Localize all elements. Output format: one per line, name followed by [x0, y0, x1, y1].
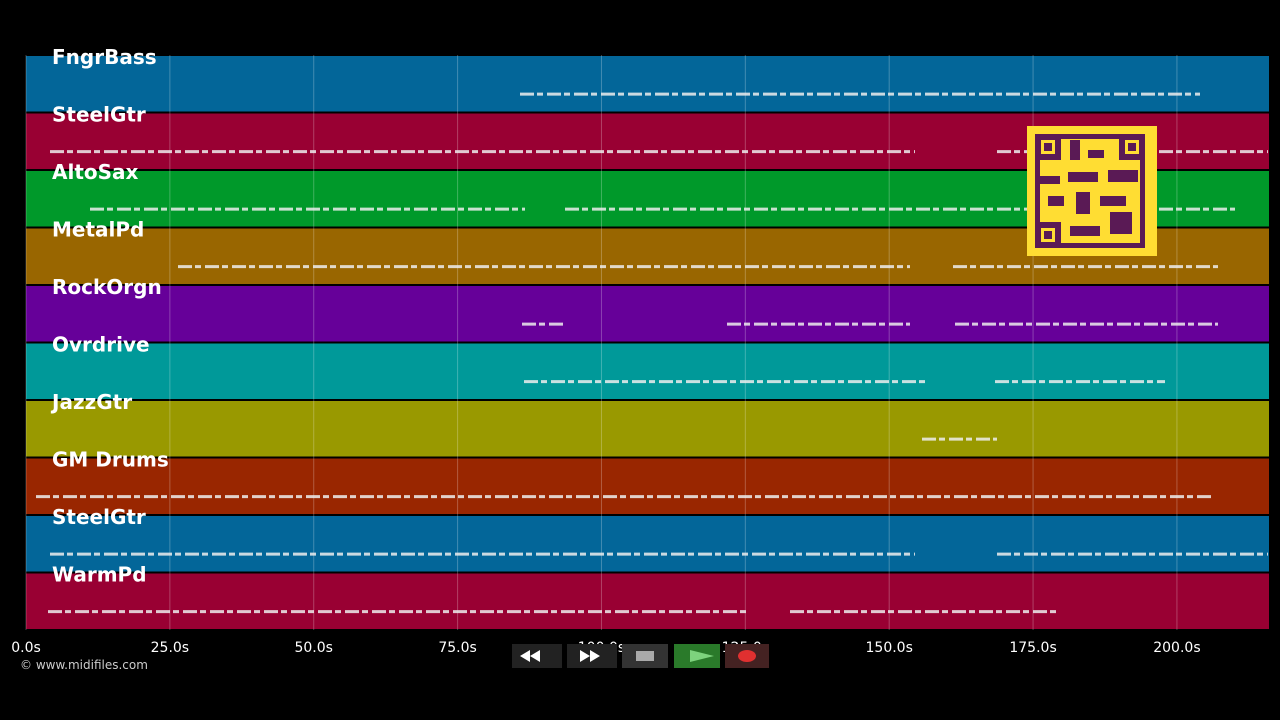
rewind-button[interactable]	[512, 644, 562, 668]
track-name: SteelGtr	[52, 505, 146, 529]
track-name: MetalPd	[52, 218, 144, 242]
forward-button[interactable]	[567, 644, 617, 668]
track-band	[26, 458, 1269, 514]
track-name: GM Drums	[52, 448, 169, 472]
track-band	[26, 56, 1269, 112]
track-band	[26, 286, 1269, 342]
tick-label: 75.0s	[438, 640, 476, 656]
tick-label: 50.0s	[294, 640, 332, 656]
track-name: WarmPd	[52, 563, 147, 587]
play-button[interactable]	[674, 644, 720, 668]
track-name: FngrBass	[52, 45, 157, 69]
tick-label: 0.0s	[11, 640, 41, 656]
track-band	[26, 516, 1269, 572]
track-name: JazzGtr	[50, 390, 132, 414]
tick-label: 200.0s	[1153, 640, 1200, 656]
record-button[interactable]	[725, 644, 769, 668]
labels: FngrBass SteelGtr AltoSax MetalPd RockOrgn Ov…	[50, 45, 169, 587]
track-name: RockOrgn	[52, 275, 162, 299]
transport-controls	[512, 644, 769, 668]
tick-label: 150.0s	[866, 640, 913, 656]
track-name: AltoSax	[52, 160, 139, 184]
stop-button[interactable]	[622, 644, 668, 668]
track-name: Ovrdrive	[52, 333, 150, 357]
track-band	[26, 343, 1269, 399]
tick-label: 25.0s	[151, 640, 189, 656]
track-band	[26, 573, 1269, 629]
notes	[36, 92, 1268, 614]
copyright: © www.midifiles.com	[20, 658, 148, 672]
track-band	[26, 401, 1269, 457]
qr-code	[1027, 126, 1157, 256]
track-name: SteelGtr	[52, 103, 146, 127]
tick-label: 175.0s	[1009, 640, 1056, 656]
